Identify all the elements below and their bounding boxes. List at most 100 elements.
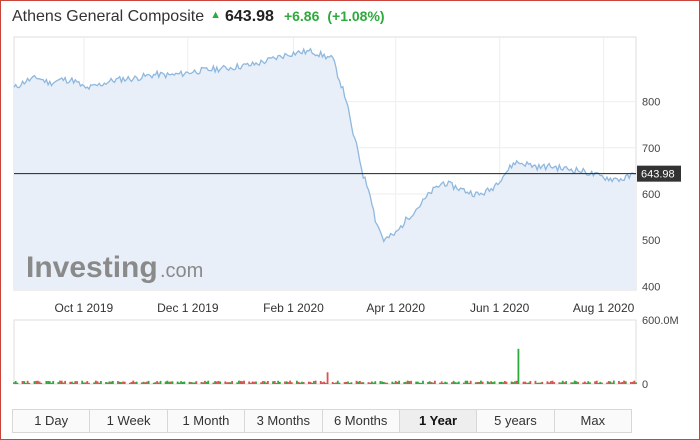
instrument-header: Athens General Composite ▲ 643.98 +6.86 … bbox=[12, 8, 385, 30]
volume-bar bbox=[594, 381, 597, 384]
last-price-label: 643.98 bbox=[641, 169, 675, 181]
volume-bar bbox=[157, 382, 160, 384]
volume-tick-label-1: 600.0M bbox=[642, 315, 679, 327]
volume-bar bbox=[16, 382, 19, 384]
volume-bar bbox=[624, 381, 627, 384]
volume-bar bbox=[272, 381, 274, 384]
volume-bar bbox=[618, 380, 620, 384]
volume-bar bbox=[524, 381, 527, 384]
volume-bar bbox=[33, 381, 36, 384]
volume-bar bbox=[321, 382, 324, 384]
tab-1-week[interactable]: 1 Week bbox=[90, 410, 168, 432]
volume-bar bbox=[505, 381, 508, 384]
volume-bar bbox=[36, 380, 39, 384]
volume-bar bbox=[188, 381, 191, 384]
tab-1-year[interactable]: 1 Year bbox=[399, 410, 478, 432]
watermark-sub: .com bbox=[160, 260, 203, 282]
volume-bar bbox=[159, 380, 162, 384]
volume-bar bbox=[231, 380, 234, 384]
tab-1-month[interactable]: 1 Month bbox=[168, 410, 246, 432]
volume-bar bbox=[347, 381, 349, 384]
volume-bar bbox=[278, 381, 281, 384]
volume-bar bbox=[128, 382, 131, 384]
tab-1-day[interactable]: 1 Day bbox=[13, 410, 91, 432]
volume-bar bbox=[481, 381, 484, 384]
volume-bar bbox=[290, 382, 293, 384]
volume-bar bbox=[585, 382, 588, 384]
volume-bar bbox=[21, 381, 24, 384]
volume-bar bbox=[476, 381, 479, 384]
plot-area: 643.98 400 500 600 700 800 Oct 1 2019 Dec 1 201… bbox=[13, 36, 681, 391]
volume-bar bbox=[573, 380, 576, 384]
volume-bar bbox=[118, 381, 121, 384]
volume-bar bbox=[275, 382, 278, 384]
volume-bar bbox=[241, 381, 244, 384]
volume-bar bbox=[130, 381, 133, 384]
volume-bar bbox=[59, 380, 61, 384]
volume-bar bbox=[439, 382, 441, 384]
volume-bar bbox=[381, 381, 383, 384]
volume-bar bbox=[26, 380, 29, 384]
volume-bar bbox=[500, 381, 503, 384]
volume-bar bbox=[456, 382, 458, 384]
volume-bar bbox=[314, 380, 317, 384]
volume-bar bbox=[406, 380, 409, 384]
volume-bar bbox=[488, 382, 491, 384]
volume-bar bbox=[203, 380, 206, 384]
volume-bar bbox=[553, 382, 556, 384]
tab-5-years[interactable]: 5 years bbox=[477, 410, 555, 432]
volume-bar bbox=[82, 382, 85, 384]
volume-bar bbox=[510, 381, 513, 384]
volume-bar bbox=[486, 381, 489, 384]
volume-bar bbox=[105, 381, 107, 384]
volume-bar bbox=[601, 382, 603, 384]
volume-bar bbox=[110, 381, 113, 384]
volume-bar bbox=[551, 380, 554, 384]
volume-bar bbox=[202, 382, 205, 384]
volume-bar bbox=[529, 380, 532, 384]
price-change: +6.86 bbox=[283, 8, 320, 24]
volume-bar bbox=[311, 382, 314, 384]
volume-bar bbox=[430, 382, 433, 384]
tab-6-months[interactable]: 6 Months bbox=[323, 410, 400, 432]
volume-bar bbox=[190, 382, 193, 384]
volume-bar bbox=[370, 381, 373, 384]
volume-bar bbox=[549, 381, 552, 384]
volume-bar bbox=[255, 381, 257, 384]
volume-bar bbox=[464, 380, 467, 384]
volume-bar bbox=[546, 381, 549, 384]
watermark-main: Investing bbox=[26, 251, 158, 284]
volume-bar bbox=[100, 381, 102, 384]
volume-bar bbox=[253, 381, 256, 384]
volume-bar bbox=[452, 380, 455, 384]
volume-bar bbox=[326, 372, 329, 384]
volume-bar bbox=[192, 382, 194, 384]
volume-bar bbox=[144, 382, 147, 384]
price-area-fill bbox=[14, 48, 636, 290]
price-change-percent: (+1.08%) bbox=[327, 8, 385, 24]
volume-bar bbox=[13, 382, 15, 384]
volume-bar bbox=[498, 381, 501, 384]
tab-max[interactable]: Max bbox=[580, 413, 606, 428]
volume-bar bbox=[357, 381, 360, 384]
volume-bar bbox=[122, 381, 124, 384]
volume-bar bbox=[23, 381, 26, 384]
volume-bar bbox=[154, 382, 157, 384]
volume-bar bbox=[367, 382, 370, 384]
x-tick-label-4: Jun 1 2020 bbox=[470, 301, 530, 315]
volume-bar bbox=[561, 380, 564, 384]
volume-bar bbox=[491, 382, 494, 384]
volume-bar bbox=[515, 380, 518, 384]
volume-bar bbox=[570, 382, 573, 384]
y-tick-label-3: 700 bbox=[642, 143, 660, 155]
volume-bar bbox=[40, 382, 43, 384]
last-price: 643.98 bbox=[225, 8, 274, 25]
volume-bar bbox=[527, 382, 530, 384]
volume-bar bbox=[57, 382, 60, 384]
volume-bar bbox=[45, 380, 48, 384]
volume-bar bbox=[227, 382, 230, 384]
volume-bar bbox=[72, 382, 75, 384]
volume-bar bbox=[369, 382, 372, 384]
tab-3-months[interactable]: 3 Months bbox=[245, 410, 323, 432]
